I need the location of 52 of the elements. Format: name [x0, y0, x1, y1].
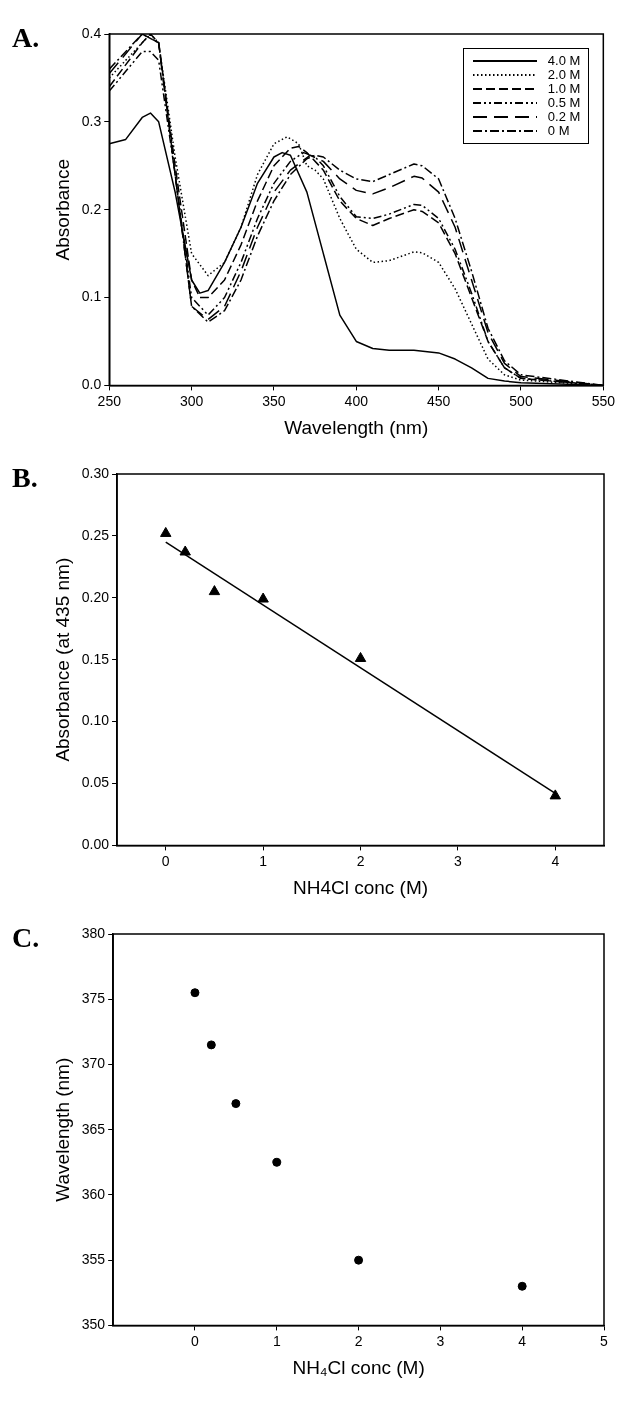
x-tick-label: 0 — [161, 852, 170, 869]
x-tick-label: 5 — [600, 1332, 609, 1349]
y-tick-label: 0.05 — [81, 774, 110, 791]
x-tick-label: 2 — [354, 1332, 363, 1349]
x-tick-label: 500 — [509, 392, 533, 409]
y-tick-label: 0.15 — [81, 650, 110, 667]
y-tick-label: 360 — [81, 1185, 106, 1202]
y-tick-label: 0.2 — [81, 200, 102, 217]
x-tick-label: 550 — [591, 392, 616, 409]
x-axis-title: NH4Cl conc (M) — [292, 876, 429, 898]
x-tick-label: 250 — [97, 392, 122, 409]
y-tick-label: 355 — [81, 1251, 106, 1268]
x-tick-label: 450 — [426, 392, 451, 409]
legend-label: 0 M — [547, 123, 570, 138]
y-axis-title: Wavelength (nm) — [51, 1057, 73, 1202]
y-tick-label: 0.0 — [81, 376, 102, 393]
legend-label: 0.2 M — [547, 109, 581, 124]
legend-label: 1.0 M — [547, 81, 581, 96]
y-tick-label: 365 — [81, 1120, 106, 1137]
y-tick-label: 375 — [81, 990, 106, 1007]
legend-label: 4.0 M — [547, 53, 581, 68]
x-tick-label: 4 — [518, 1332, 527, 1349]
chart-title: C. — [12, 922, 40, 954]
x-tick-label: 300 — [179, 392, 204, 409]
x-tick-label: 1 — [259, 852, 268, 869]
x-tick-label: 2 — [356, 852, 365, 869]
x-axis-title: NH₄Cl conc (M) — [292, 1356, 425, 1378]
y-tick-label: 0.20 — [81, 588, 110, 605]
legend-label: 2.0 M — [547, 67, 581, 82]
y-axis-title: Absorbance (at 435 nm) — [51, 557, 73, 762]
chart-title: A. — [12, 22, 40, 54]
y-tick-label: 380 — [81, 924, 106, 941]
legend-label: 0.5 M — [547, 95, 581, 110]
y-tick-label: 0.30 — [81, 464, 110, 481]
y-tick-label: 0.1 — [81, 288, 102, 305]
y-tick-label: 350 — [81, 1316, 106, 1333]
x-tick-label: 1 — [272, 1332, 281, 1349]
x-tick-label: 0 — [191, 1332, 200, 1349]
y-tick-label: 0.10 — [81, 712, 110, 729]
chart-title: B. — [12, 462, 38, 494]
y-tick-label: 0.3 — [81, 112, 102, 129]
x-tick-label: 3 — [436, 1332, 445, 1349]
y-tick-label: 0.00 — [81, 836, 110, 853]
x-tick-label: 4 — [551, 852, 560, 869]
x-axis-title: Wavelength (nm) — [284, 416, 429, 438]
x-tick-label: 3 — [454, 852, 463, 869]
y-axis-title: Absorbance — [51, 159, 73, 261]
y-tick-label: 0.4 — [81, 24, 102, 41]
x-tick-label: 350 — [262, 392, 286, 409]
x-tick-label: 400 — [344, 392, 369, 409]
y-tick-label: 0.25 — [81, 526, 110, 543]
y-tick-label: 370 — [81, 1055, 106, 1072]
